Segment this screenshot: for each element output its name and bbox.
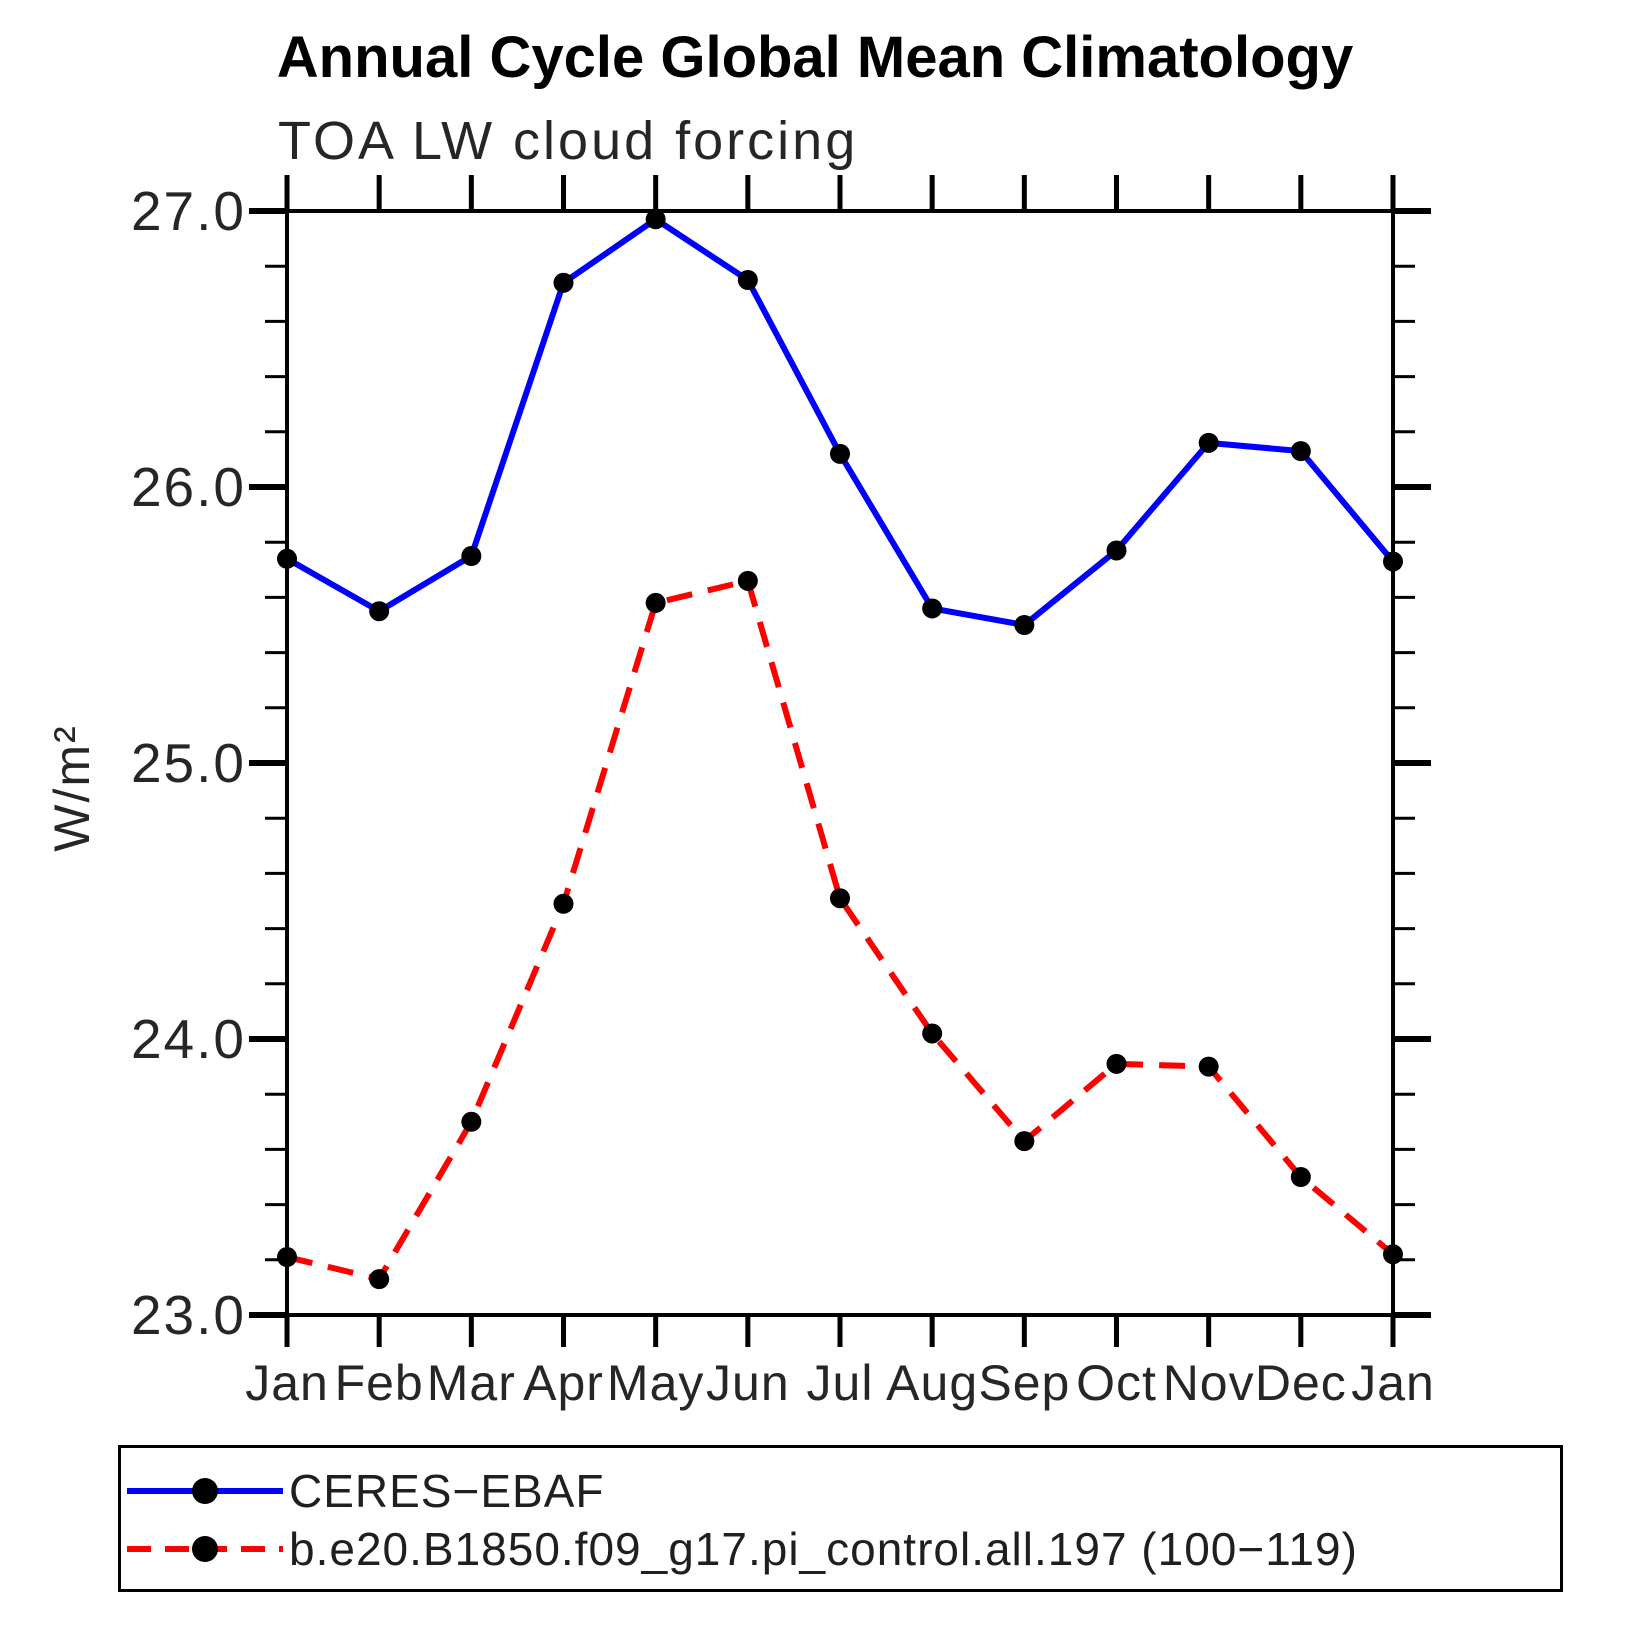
data-point	[1106, 1053, 1127, 1074]
legend-label-obs: CERES−EBAF	[289, 1464, 605, 1517]
data-point	[645, 209, 666, 230]
data-point	[1383, 551, 1403, 572]
data-point	[1014, 1131, 1035, 1152]
data-point	[737, 270, 758, 290]
x-tick-label: Dec	[1255, 1355, 1347, 1411]
data-point	[1383, 1244, 1403, 1265]
x-tick-label: Nov	[1163, 1355, 1255, 1411]
data-point	[1198, 1056, 1219, 1077]
x-tick-label: Jul	[807, 1355, 874, 1411]
legend-box: CERES−EBAF b.e20.B1850.f09_g17.pi_contro…	[118, 1445, 1563, 1592]
y-tick-label: 26.0	[131, 456, 246, 518]
x-tick-label: Aug	[886, 1355, 978, 1411]
data-point	[553, 893, 574, 914]
data-point	[277, 548, 297, 569]
data-point	[277, 1247, 297, 1268]
x-tick-label: Sep	[978, 1355, 1070, 1411]
data-point	[922, 1023, 943, 1044]
x-tick-label: Jan	[245, 1355, 329, 1411]
y-tick-label: 27.0	[131, 180, 246, 242]
series-line-1	[286, 577, 1395, 1283]
x-tick-label: Mar	[427, 1355, 516, 1411]
data-point	[369, 601, 390, 622]
legend-swatch-solid-line-icon	[127, 1477, 283, 1504]
data-point	[830, 888, 850, 909]
data-point	[1290, 1167, 1311, 1187]
chart-subtitle: TOA LW cloud forcing	[278, 111, 859, 171]
x-tick-label: Jun	[706, 1355, 790, 1411]
legend-marker-dot-icon	[192, 1535, 218, 1562]
data-point	[645, 592, 666, 613]
legend-marker-dot-icon	[192, 1477, 218, 1504]
chart-title: Annual Cycle Global Mean Climatology	[276, 25, 1354, 90]
legend-row-obs: CERES−EBAF	[121, 1462, 1560, 1520]
data-point	[830, 443, 850, 464]
data-point	[461, 1111, 482, 1132]
data-point	[1106, 540, 1127, 561]
x-tick-label: Oct	[1076, 1355, 1157, 1411]
data-point	[737, 570, 758, 591]
y-tick-label: 23.0	[131, 1284, 246, 1346]
series-line-0	[285, 215, 1396, 629]
data-point	[461, 546, 482, 566]
legend-swatch-dashed-line-icon	[127, 1535, 283, 1562]
data-point	[553, 272, 574, 293]
y-tick-label: 24.0	[131, 1008, 246, 1070]
legend-label-model: b.e20.B1850.f09_g17.pi_control.all.197 (…	[289, 1522, 1358, 1575]
data-point	[922, 598, 943, 619]
legend-row-model: b.e20.B1850.f09_g17.pi_control.all.197 (…	[121, 1520, 1560, 1578]
y-tick-label: 25.0	[131, 732, 246, 794]
data-point	[369, 1269, 390, 1290]
data-point	[1198, 432, 1219, 453]
x-tick-label: Jan	[1351, 1355, 1435, 1411]
x-tick-label: May	[607, 1355, 704, 1411]
x-tick-label: Feb	[335, 1355, 424, 1411]
x-tick-label: Apr	[523, 1355, 604, 1411]
data-point	[1014, 615, 1035, 635]
data-point	[1290, 441, 1311, 462]
plot-frame	[285, 209, 1395, 1317]
